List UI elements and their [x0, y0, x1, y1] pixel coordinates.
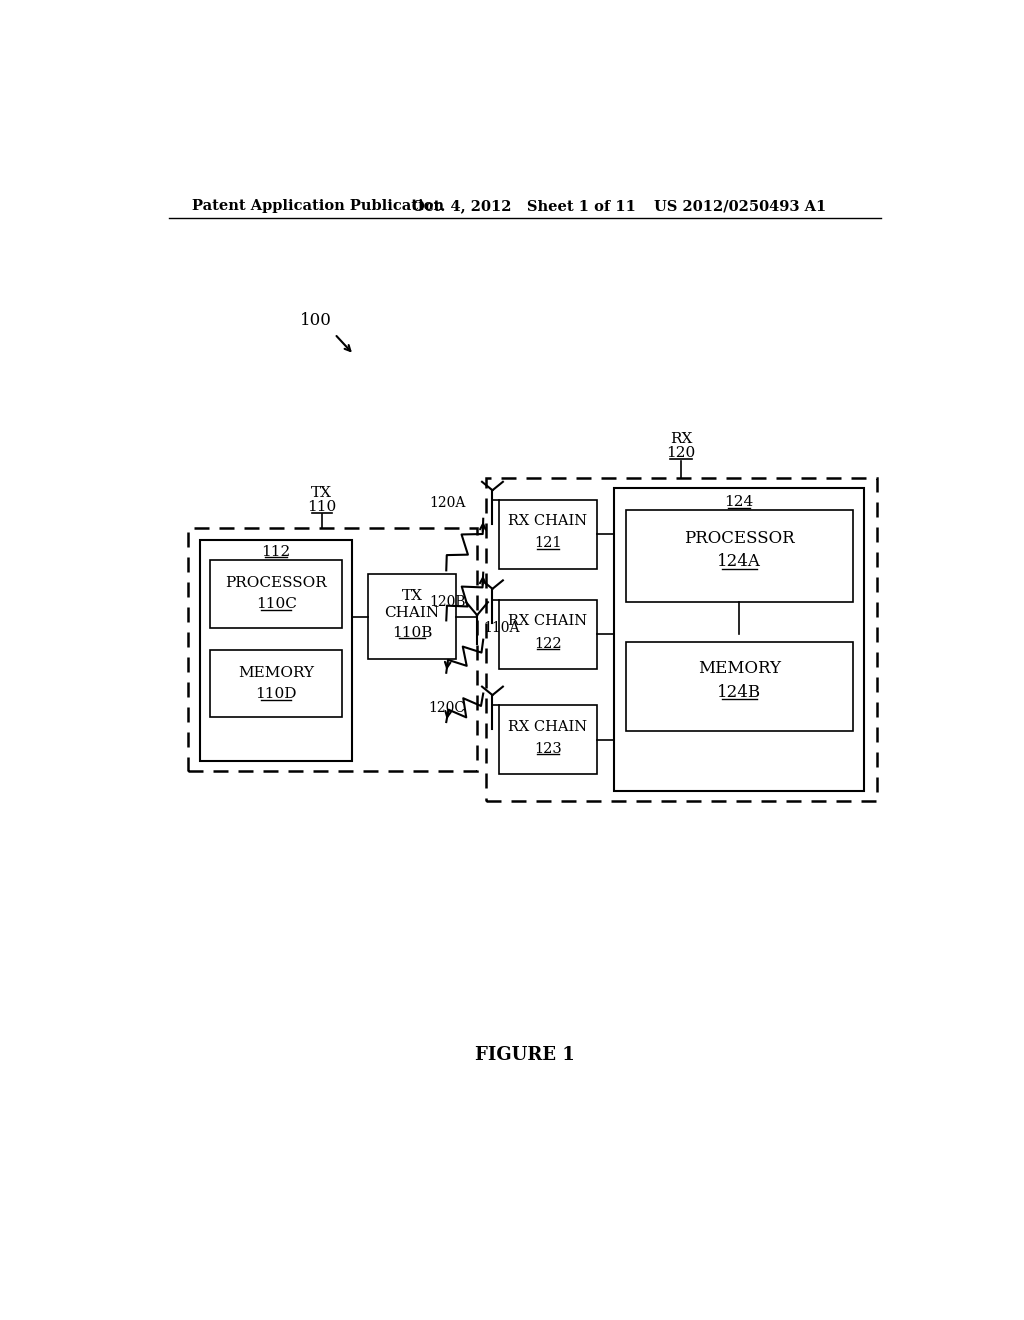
Bar [499, 599, 597, 669]
Text: 123: 123 [535, 742, 562, 756]
Bar [626, 642, 853, 730]
Bar [499, 705, 597, 775]
Bar [210, 561, 342, 628]
Text: 110B: 110B [392, 626, 432, 640]
Text: 110: 110 [307, 500, 336, 515]
Text: CHAIN: CHAIN [384, 606, 439, 619]
Text: 124A: 124A [717, 553, 761, 570]
Text: FIGURE 1: FIGURE 1 [475, 1047, 574, 1064]
Text: 120A: 120A [429, 496, 466, 511]
Text: TX: TX [311, 486, 332, 500]
Text: 112: 112 [261, 545, 291, 558]
Text: 110D: 110D [255, 686, 297, 701]
Text: US 2012/0250493 A1: US 2012/0250493 A1 [654, 199, 826, 213]
Text: RX CHAIN: RX CHAIN [508, 719, 588, 734]
Text: MEMORY: MEMORY [697, 660, 780, 677]
Text: 110A: 110A [483, 622, 520, 635]
Text: 100: 100 [300, 312, 332, 329]
Text: 120B: 120B [429, 595, 466, 609]
Bar [499, 499, 597, 569]
Bar [200, 540, 352, 762]
Text: 120C: 120C [428, 701, 466, 715]
Bar [486, 478, 878, 801]
Text: RX: RX [670, 433, 692, 446]
Text: TX: TX [401, 589, 423, 603]
Bar [626, 510, 853, 602]
Text: MEMORY: MEMORY [239, 665, 314, 680]
Text: PROCESSOR: PROCESSOR [225, 577, 327, 590]
Text: RX CHAIN: RX CHAIN [508, 513, 588, 528]
Bar [210, 649, 342, 718]
Bar [614, 488, 864, 791]
Text: Patent Application Publication: Patent Application Publication [193, 199, 444, 213]
Text: 124B: 124B [717, 684, 761, 701]
Text: RX CHAIN: RX CHAIN [508, 614, 588, 628]
Text: Oct. 4, 2012   Sheet 1 of 11: Oct. 4, 2012 Sheet 1 of 11 [412, 199, 636, 213]
Text: 121: 121 [535, 536, 561, 550]
Text: 120: 120 [667, 446, 695, 461]
Bar [188, 528, 477, 771]
Text: PROCESSOR: PROCESSOR [684, 531, 795, 548]
Text: 122: 122 [535, 636, 562, 651]
Text: 124: 124 [725, 495, 754, 508]
Text: 110C: 110C [256, 597, 297, 611]
Bar [368, 574, 457, 659]
